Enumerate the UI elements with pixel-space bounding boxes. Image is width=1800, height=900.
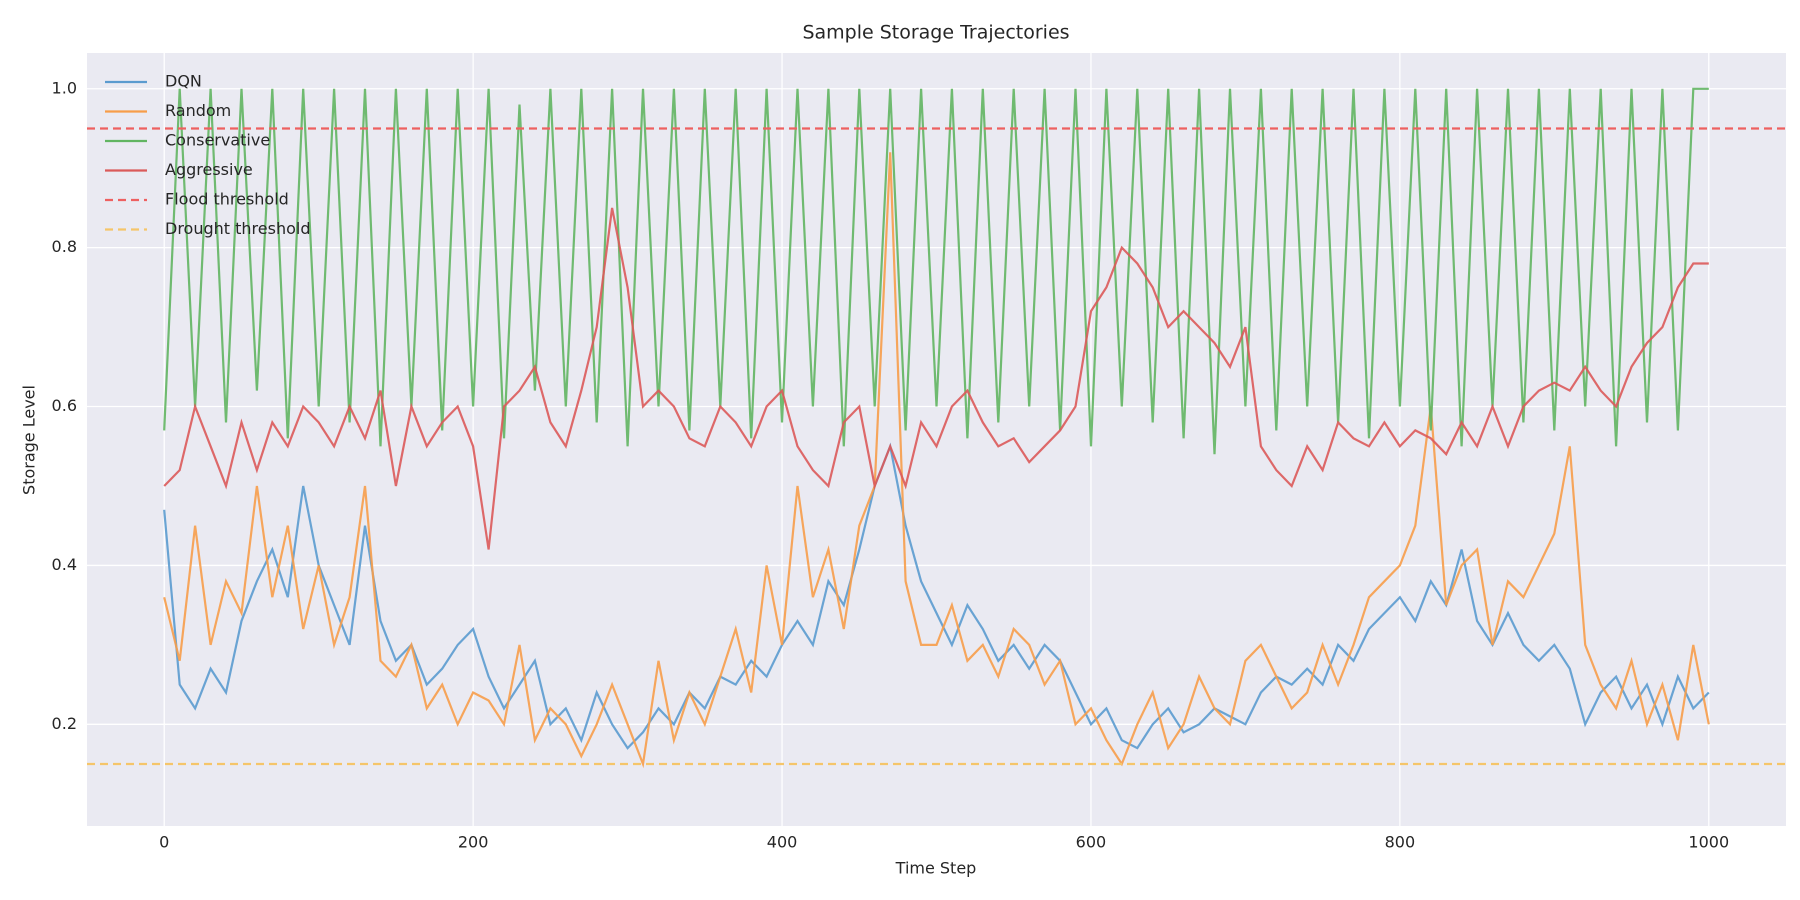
legend-label: DQN xyxy=(165,72,202,91)
y-tick-label: 0.4 xyxy=(52,555,77,574)
y-tick-label: 1.0 xyxy=(52,78,77,97)
chart-title: Sample Storage Trajectories xyxy=(802,22,1069,44)
series-line xyxy=(163,442,1710,750)
plot-area xyxy=(87,53,1786,826)
series-line xyxy=(163,152,1710,769)
legend-label: Random xyxy=(165,101,231,120)
legend-label: Drought threshold xyxy=(165,219,310,238)
series-line xyxy=(163,207,1709,550)
y-axis-label: Storage Level xyxy=(20,385,39,495)
x-tick-label: 1000 xyxy=(1688,833,1729,852)
legend-label: Conservative xyxy=(165,131,270,150)
legend-label: Aggressive xyxy=(165,160,253,179)
y-tick-label: 0.8 xyxy=(52,237,77,256)
x-tick-label: 600 xyxy=(1076,833,1107,852)
series-line xyxy=(163,87,1709,455)
y-tick-label: 0.6 xyxy=(52,396,77,415)
legend-label: Flood threshold xyxy=(165,190,289,209)
y-tick-label: 0.2 xyxy=(52,714,77,733)
x-tick-label: 800 xyxy=(1385,833,1416,852)
x-tick-label: 0 xyxy=(159,833,169,852)
x-tick-label: 400 xyxy=(767,833,798,852)
x-tick-label: 200 xyxy=(458,833,489,852)
x-axis-label: Time Step xyxy=(895,859,977,878)
